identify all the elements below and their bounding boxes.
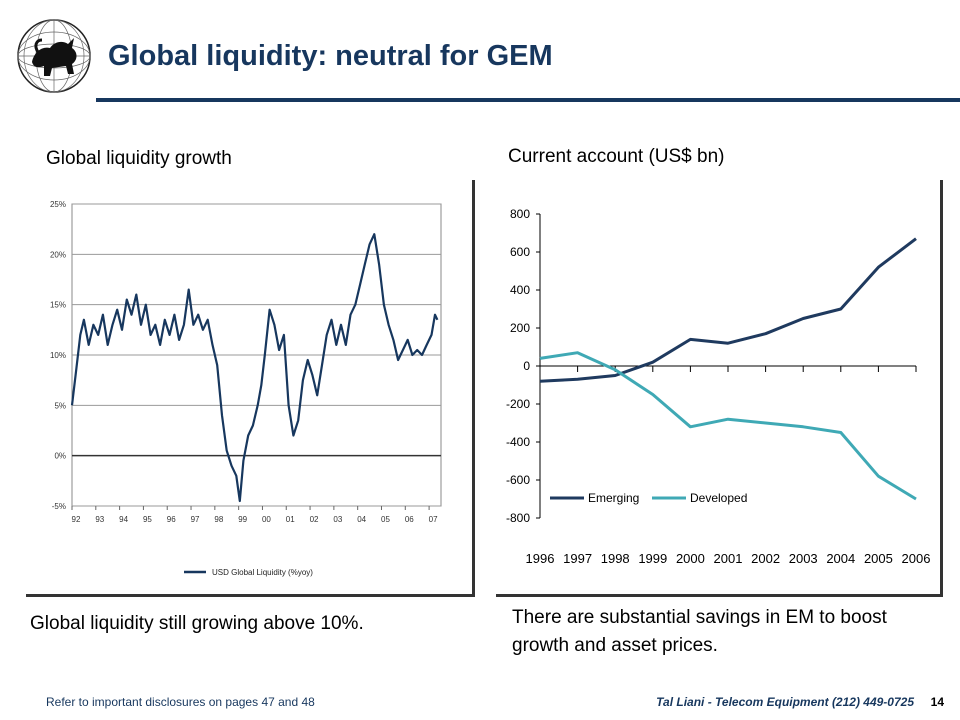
x-tick-label: 92: [72, 515, 81, 524]
right-caption: There are substantial savings in EM to b…: [512, 607, 887, 656]
x-tick-label: 03: [333, 515, 342, 524]
series-line: [539, 351, 917, 501]
right-chart-panel: 800 600 400 200 0 -200 -400 -600 -800 1996 1997 199…: [496, 180, 943, 597]
x-tick-label: 06: [405, 515, 414, 524]
x-tick-label: 2004: [826, 551, 855, 566]
y-tick-label: 800: [510, 207, 530, 221]
x-tick-label: 1997: [563, 551, 592, 566]
slide-title: Global liquidity: neutral for GEM: [108, 40, 553, 72]
x-tick-label: 1999: [638, 551, 667, 566]
x-tick-label: 04: [357, 515, 366, 524]
y-tick-label: 0: [523, 359, 530, 373]
x-tick-label: 97: [191, 515, 200, 524]
right-chart-heading: Current account (US$ bn): [508, 146, 725, 167]
x-tick-label: 00: [262, 515, 271, 524]
series-line: [539, 237, 917, 383]
x-tick-label: 2003: [789, 551, 818, 566]
x-tick-label: 07: [429, 515, 438, 524]
x-tick-label: 2001: [714, 551, 743, 566]
left-chart-panel: 25% 20% 15% 10% 5% 0% -5% 92 93 94 95 96 97 98 99 00 01 0…: [26, 180, 475, 597]
analyst-footer: Tal Liani - Telecom Equipment (212) 449-…: [656, 695, 914, 709]
left-chart-heading: Global liquidity growth: [46, 148, 232, 169]
y-tick-label: 400: [510, 283, 530, 297]
y-tick-label: 5%: [54, 401, 66, 410]
x-tick-label: 99: [238, 515, 247, 524]
x-tick-label: 01: [286, 515, 295, 524]
y-tick-label: -800: [506, 511, 530, 525]
page-number: 14: [930, 695, 944, 709]
y-tick-label: -400: [506, 435, 530, 449]
series-line: [70, 233, 439, 503]
y-tick-label: 10%: [50, 351, 66, 360]
y-tick-label: -200: [506, 397, 530, 411]
x-tick-label: 1996: [526, 551, 555, 566]
x-tick-label: 2006: [902, 551, 931, 566]
left-caption: Global liquidity still growing above 10%…: [30, 613, 364, 634]
y-tick-label: -600: [506, 473, 530, 487]
y-tick-label: 15%: [50, 301, 66, 310]
x-tick-label: 95: [143, 515, 152, 524]
x-tick-label: 05: [381, 515, 390, 524]
legend-label: Developed: [690, 491, 747, 505]
x-tick-label: 98: [214, 515, 223, 524]
x-tick-label: 93: [95, 515, 104, 524]
global-liquidity-chart: 25% 20% 15% 10% 5% 0% -5% 92 93 94 95 96 97 98 99 00 01 0…: [50, 200, 442, 577]
x-tick-label: 02: [310, 515, 319, 524]
y-tick-label: 200: [510, 321, 530, 335]
x-tick-label: 94: [119, 515, 128, 524]
y-tick-label: 25%: [50, 200, 66, 209]
y-tick-label: 600: [510, 245, 530, 259]
legend-label: USD Global Liquidity (%yoy): [212, 568, 313, 577]
y-tick-label: -5%: [52, 502, 66, 511]
x-tick-label: 1998: [601, 551, 630, 566]
disclosure-footer: Refer to important disclosures on pages …: [46, 695, 315, 709]
y-tick-label: 0%: [54, 452, 66, 461]
x-tick-label: 96: [167, 515, 176, 524]
x-tick-label: 2002: [751, 551, 780, 566]
legend-label: Emerging: [588, 491, 639, 505]
x-tick-label: 2005: [864, 551, 893, 566]
bull-logo: [17, 19, 91, 93]
y-tick-label: 20%: [50, 250, 66, 259]
x-tick-label: 2000: [676, 551, 705, 566]
title-rule: [96, 98, 960, 102]
